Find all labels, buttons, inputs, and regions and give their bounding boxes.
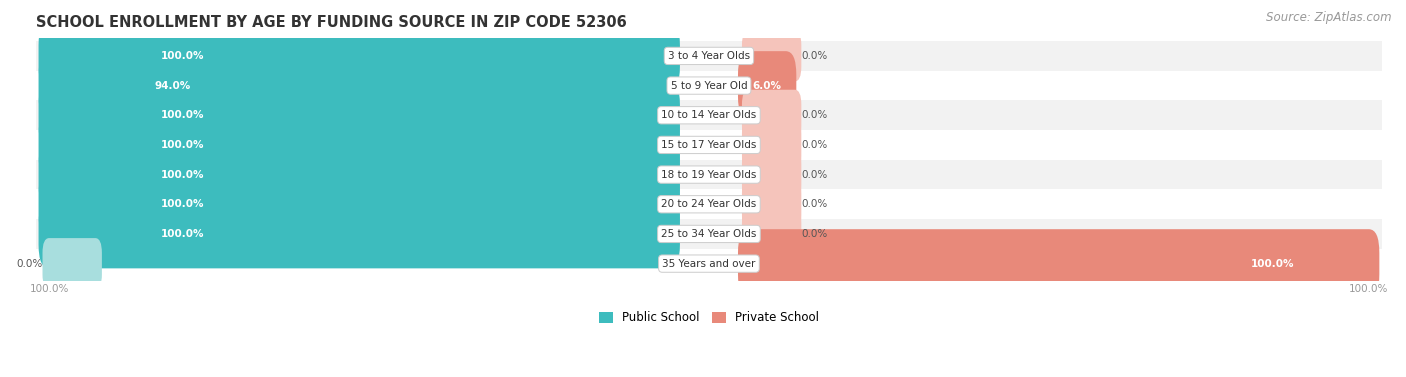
- Text: 100.0%: 100.0%: [160, 110, 204, 120]
- Bar: [37, 71, 1382, 100]
- Bar: [37, 100, 1382, 130]
- FancyBboxPatch shape: [742, 208, 801, 259]
- Text: 0.0%: 0.0%: [801, 110, 828, 120]
- Text: 0.0%: 0.0%: [801, 229, 828, 239]
- FancyBboxPatch shape: [38, 170, 681, 239]
- Bar: [37, 189, 1382, 219]
- Text: 5 to 9 Year Old: 5 to 9 Year Old: [671, 81, 747, 90]
- FancyBboxPatch shape: [38, 110, 681, 179]
- FancyBboxPatch shape: [38, 140, 681, 209]
- FancyBboxPatch shape: [38, 21, 681, 90]
- FancyBboxPatch shape: [38, 51, 643, 120]
- FancyBboxPatch shape: [42, 238, 101, 289]
- Bar: [37, 249, 1382, 279]
- Bar: [37, 219, 1382, 249]
- Text: 100.0%: 100.0%: [160, 140, 204, 150]
- Bar: [37, 160, 1382, 189]
- Text: 0.0%: 0.0%: [801, 170, 828, 179]
- Text: 0.0%: 0.0%: [801, 199, 828, 209]
- Text: 100.0%: 100.0%: [160, 199, 204, 209]
- Text: 35 Years and over: 35 Years and over: [662, 259, 755, 269]
- FancyBboxPatch shape: [742, 90, 801, 141]
- Text: 0.0%: 0.0%: [801, 51, 828, 61]
- Text: Source: ZipAtlas.com: Source: ZipAtlas.com: [1267, 11, 1392, 24]
- Text: 18 to 19 Year Olds: 18 to 19 Year Olds: [661, 170, 756, 179]
- Text: 94.0%: 94.0%: [155, 81, 190, 90]
- Text: 0.0%: 0.0%: [801, 140, 828, 150]
- Text: 15 to 17 Year Olds: 15 to 17 Year Olds: [661, 140, 756, 150]
- Text: SCHOOL ENROLLMENT BY AGE BY FUNDING SOURCE IN ZIP CODE 52306: SCHOOL ENROLLMENT BY AGE BY FUNDING SOUR…: [37, 15, 627, 30]
- Text: 3 to 4 Year Olds: 3 to 4 Year Olds: [668, 51, 749, 61]
- FancyBboxPatch shape: [738, 229, 1379, 298]
- Text: 6.0%: 6.0%: [752, 81, 782, 90]
- Text: 25 to 34 Year Olds: 25 to 34 Year Olds: [661, 229, 756, 239]
- FancyBboxPatch shape: [38, 199, 681, 268]
- Text: 20 to 24 Year Olds: 20 to 24 Year Olds: [661, 199, 756, 209]
- Text: 100.0%: 100.0%: [160, 51, 204, 61]
- Text: 100.0%: 100.0%: [160, 170, 204, 179]
- Bar: [37, 130, 1382, 160]
- FancyBboxPatch shape: [38, 81, 681, 150]
- Bar: [37, 41, 1382, 71]
- Text: 0.0%: 0.0%: [17, 259, 42, 269]
- FancyBboxPatch shape: [742, 179, 801, 230]
- Text: 100.0%: 100.0%: [160, 229, 204, 239]
- FancyBboxPatch shape: [738, 51, 796, 120]
- FancyBboxPatch shape: [742, 120, 801, 170]
- FancyBboxPatch shape: [742, 149, 801, 200]
- Text: 10 to 14 Year Olds: 10 to 14 Year Olds: [661, 110, 756, 120]
- Text: 100.0%: 100.0%: [1251, 259, 1295, 269]
- Legend: Public School, Private School: Public School, Private School: [593, 307, 824, 329]
- FancyBboxPatch shape: [742, 31, 801, 81]
